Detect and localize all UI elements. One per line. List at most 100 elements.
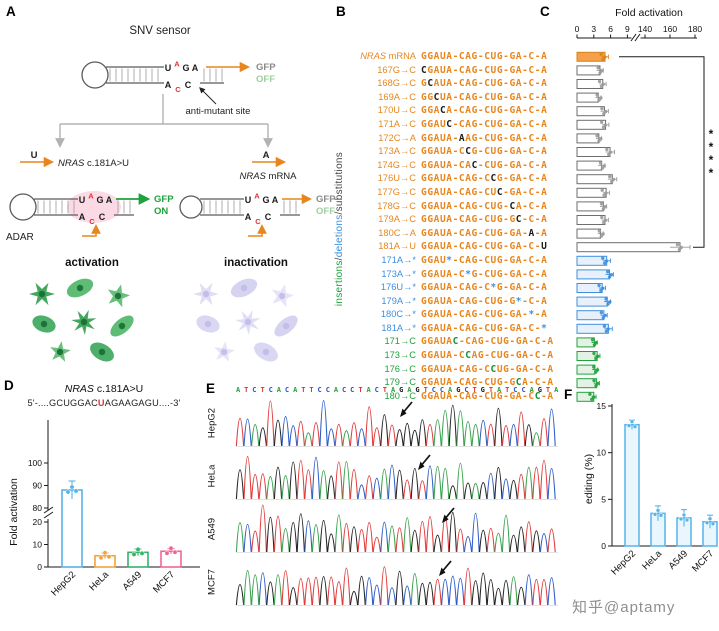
variant-sequence: GGAUAC-CAG-CUG-GA-C-A <box>421 336 554 348</box>
trace-peak <box>266 516 275 553</box>
variant-label: 173→C <box>384 350 416 361</box>
wildtype-gene-label: NRAS mRNA <box>239 171 297 182</box>
gfp-on-label: ON <box>154 206 168 217</box>
trace-peak <box>509 479 518 500</box>
gfp-off-label: OFF <box>256 74 275 85</box>
variant-group-word: insertions <box>334 260 345 307</box>
variant-sequence: CGAUA-CAG-CUG-GA-C-A <box>421 64 548 76</box>
trace-peak <box>334 423 343 447</box>
trace-peak <box>365 521 374 553</box>
replicate-dot <box>602 112 606 116</box>
trace-peak <box>296 578 305 606</box>
stem-rungs <box>117 200 131 214</box>
replicate-dot <box>594 370 598 374</box>
gfp-label: GFP <box>256 62 276 73</box>
trace-peak <box>258 572 267 606</box>
stem-base: C <box>89 217 95 226</box>
trace-peak <box>494 408 503 447</box>
cellline-trace-label: A549 <box>206 517 218 541</box>
trace-peak <box>357 484 366 500</box>
mutant-base: U <box>31 150 38 161</box>
trace-peak <box>448 512 457 553</box>
trace-peak <box>365 475 374 500</box>
trace-peak <box>395 469 404 500</box>
alignment-row: 181A→* GGAUA-CAG-CUG-GA-C-* <box>352 322 568 336</box>
mutant-gene-label: NRAS c.181A>U <box>58 158 129 169</box>
gfp-label: GFP <box>316 194 336 205</box>
variant-label: 169A→C <box>378 91 416 102</box>
stem-base: A <box>79 212 86 222</box>
trace-peak <box>289 587 298 606</box>
trace-peak <box>243 456 252 500</box>
cell-nucleus <box>278 292 286 300</box>
trace-peak <box>281 528 290 553</box>
target-sequence: 5'-....GCUGGACUAGAAGAGU....-3' <box>27 398 181 408</box>
trace-peak <box>319 576 328 606</box>
edited-site-arrowhead <box>442 514 449 523</box>
alignment-row: 178G→C GGAUA-CAG-CUG-CA-C-A <box>352 200 568 214</box>
trace-peak <box>433 419 442 447</box>
trace-peak <box>387 424 397 447</box>
replicate-dot <box>595 134 599 138</box>
panel-b-letter: B <box>336 4 346 19</box>
sanger-base: A <box>366 386 371 394</box>
alignment-row: 171A→* GGAU*-CAG-CUG-GA-C-A <box>352 254 568 268</box>
edited-site-arrowhead <box>418 461 425 470</box>
trace-peak <box>441 517 450 553</box>
inactive-cells-illustration <box>193 278 298 362</box>
trace-peak <box>471 513 480 553</box>
trace-peak <box>349 468 359 500</box>
cell-nucleus <box>114 292 122 300</box>
variant-sequence: GGAUA-CCAG-CUG-GA-C-A <box>421 350 554 362</box>
snv-sensor-title: SNV sensor <box>129 25 191 37</box>
replicate-dot <box>602 261 607 265</box>
sanger-base: C <box>284 386 290 394</box>
fold-activation-bar <box>576 106 605 117</box>
fold-activation-bar <box>576 201 604 212</box>
stem-letters: U A G AA C C <box>165 60 199 95</box>
variant-sequence: GGAUA-CAG-CCG-GA-C-A <box>421 173 548 185</box>
trace-peak <box>479 482 488 500</box>
replicate-dot <box>605 147 609 152</box>
variant-label: 167G→C <box>377 64 416 75</box>
trace-peak <box>532 466 541 500</box>
variant-label: 173A→C <box>378 146 416 157</box>
trace-peak <box>403 422 412 447</box>
sanger-chromatogram <box>235 454 558 500</box>
replicate-dot <box>601 256 605 260</box>
variant-label: 179→C <box>384 377 416 388</box>
replicate-dot <box>601 125 606 129</box>
replicate-dot <box>590 338 595 342</box>
trace-peak <box>387 464 397 500</box>
activated-hairpin: U A G AA C C GFP ON <box>9 191 174 237</box>
sanger-base: T <box>382 386 387 394</box>
cellline-trace-label: MCF7 <box>206 569 218 595</box>
replicate-dot <box>172 549 178 555</box>
replicate-dot <box>600 166 605 170</box>
trace-peak <box>372 536 381 553</box>
trace-peak <box>243 418 252 447</box>
variant-label: 170U→C <box>377 105 416 116</box>
replicate-dot <box>678 516 684 522</box>
sanger-base: A <box>407 386 412 394</box>
replicate-dot <box>601 316 605 320</box>
editing-bar <box>624 423 640 547</box>
trace-peak <box>243 524 252 553</box>
stem-rungs <box>203 68 223 82</box>
sanger-base: C <box>317 386 322 394</box>
cell-nucleus <box>220 348 228 356</box>
sanger-base: C <box>268 386 273 394</box>
replicate-dot <box>594 384 598 388</box>
d-tick-label: 100 <box>28 458 42 468</box>
replicate-dot <box>599 310 604 315</box>
trace-peak <box>486 423 495 447</box>
cell-nucleus <box>76 284 84 292</box>
sanger-base: T <box>545 386 551 394</box>
replicate-dot <box>595 93 599 97</box>
trace-peak <box>266 400 275 447</box>
cellline-trace-label: HepG2 <box>206 407 218 439</box>
replicate-dot <box>599 52 603 56</box>
trace-peak <box>342 523 351 553</box>
trace-peak <box>524 574 533 606</box>
trace-peak <box>357 528 366 553</box>
